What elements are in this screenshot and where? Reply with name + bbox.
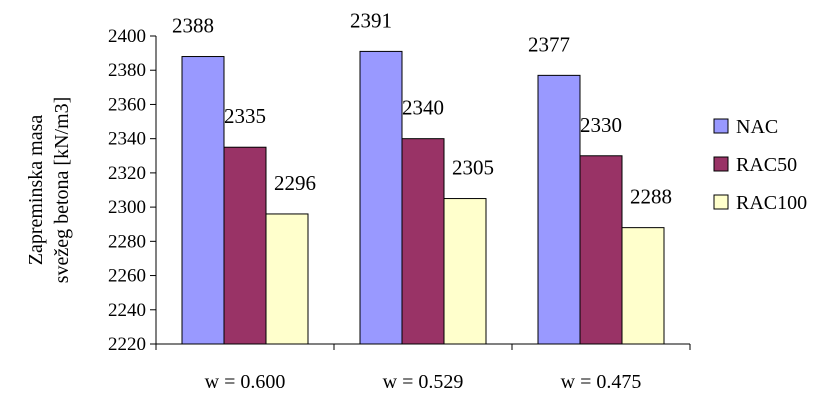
bar-rac100-3 [621, 227, 665, 345]
y-axis-label-line-2: svežeg betona [kN/m3] [51, 97, 73, 284]
data-label: 2296 [274, 171, 316, 195]
legend-label-rac100: RAC100 [736, 192, 807, 214]
data-label: 2391 [350, 8, 392, 32]
data-label: 2335 [224, 104, 266, 128]
bar-rac50-1 [223, 146, 267, 345]
legend-swatch-nac [713, 118, 729, 134]
bar-rac50-3 [579, 155, 623, 345]
bar-nac-3 [537, 74, 581, 345]
legend-swatch-rac50 [713, 156, 729, 172]
x-category-label: w = 0.600 [205, 371, 286, 393]
data-label: 2377 [528, 32, 570, 56]
y-tick-label: 2240 [108, 300, 146, 321]
legend-label-nac: NAC [736, 116, 778, 138]
legend-label-rac50: RAC50 [736, 154, 797, 176]
y-tick-label: 2380 [108, 60, 146, 81]
data-label: 2330 [580, 113, 622, 137]
bar-rac100-2 [443, 198, 487, 345]
y-tick-label: 2220 [108, 334, 146, 355]
y-axis-ticks: 2220 2240 2260 2280 2300 2320 2340 2360 2380 2400 [108, 26, 156, 355]
data-label: 2388 [172, 14, 214, 38]
bar-rac50-2 [401, 138, 445, 345]
bar-nac-2 [359, 50, 403, 345]
y-axis-label-line-1: Zapreminska masa [25, 115, 47, 266]
y-tick-label: 2300 [108, 197, 146, 218]
data-label: 2340 [402, 96, 444, 120]
legend-swatch-rac100 [713, 194, 729, 210]
x-category-label: w = 0.529 [383, 371, 464, 393]
bar-rac100-1 [265, 213, 309, 345]
axes [155, 36, 691, 350]
y-tick-label: 2360 [108, 94, 146, 115]
y-tick-label: 2260 [108, 266, 146, 287]
y-tick-label: 2340 [108, 129, 146, 150]
bar-nac-1 [181, 56, 225, 345]
data-labels: 2388 2335 2296 2391 2340 2305 2377 2330 2288 [172, 8, 672, 208]
y-tick-label: 2280 [108, 231, 146, 252]
legend: NAC RAC50 RAC100 [713, 116, 807, 214]
x-axis-labels: w = 0.600 w = 0.529 w = 0.475 [205, 371, 642, 393]
x-category-label: w = 0.475 [561, 371, 642, 393]
y-axis-label: Zapreminska masa svežeg betona [kN/m3] [25, 97, 73, 284]
y-tick-label: 2320 [108, 163, 146, 184]
data-label: 2288 [630, 185, 672, 209]
y-tick-label: 2400 [108, 26, 146, 47]
data-label: 2305 [452, 156, 494, 180]
